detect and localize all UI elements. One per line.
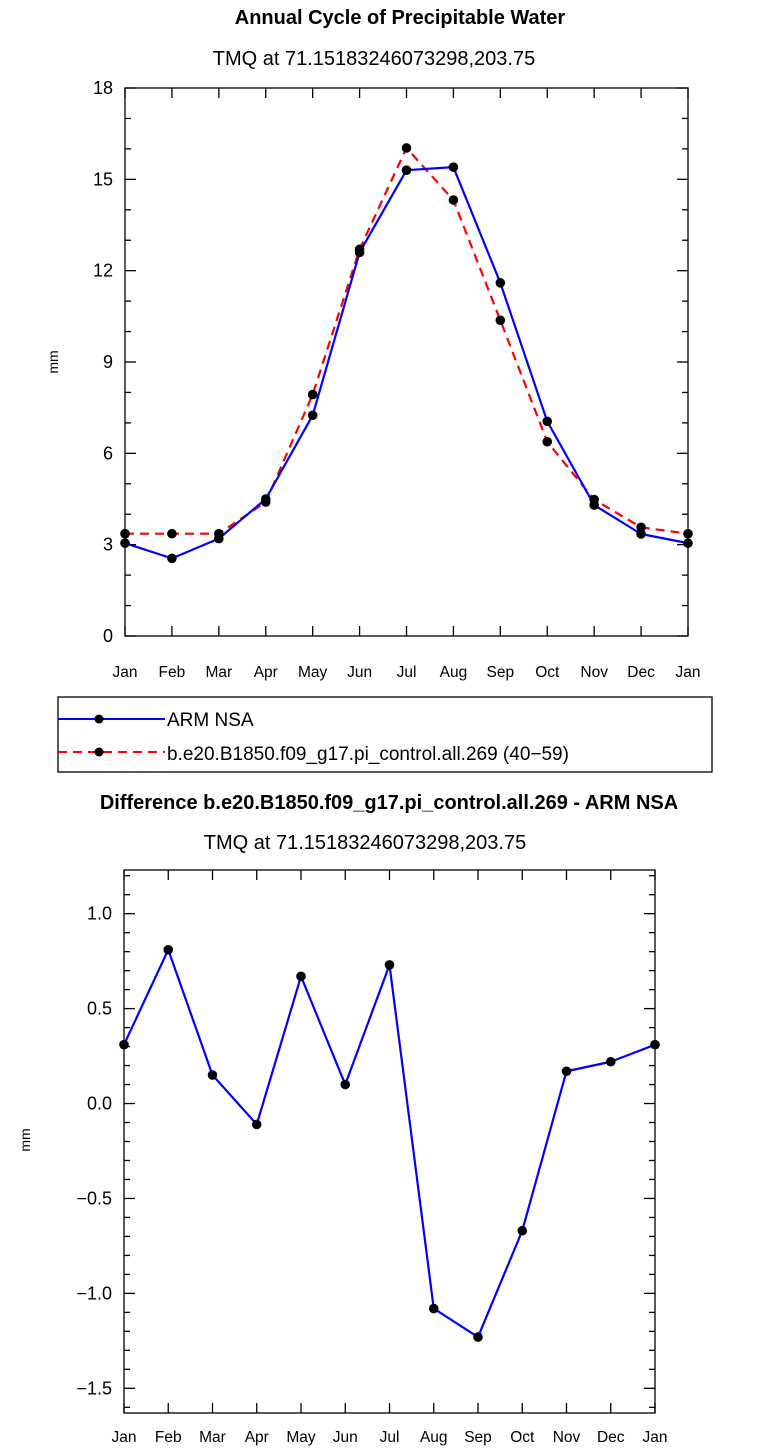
chart1-title: Annual Cycle of Precipitable Water bbox=[235, 7, 566, 29]
chart1-series-2-point bbox=[308, 390, 318, 400]
chart2-series-1-point bbox=[208, 1070, 218, 1080]
chart2-x-tick-label: Jan bbox=[112, 1429, 137, 1446]
chart1-series-line-2 bbox=[125, 148, 688, 534]
chart1-x-tick-label: Mar bbox=[205, 664, 232, 681]
chart1-y-tick-label: 0 bbox=[103, 626, 113, 646]
chart2-series bbox=[119, 945, 660, 1342]
chart2-ticks bbox=[124, 870, 655, 1413]
legend-marker-arm-nsa bbox=[95, 715, 104, 724]
chart2-series-1-point bbox=[385, 960, 395, 970]
chart1-series-2-point bbox=[402, 143, 412, 153]
chart1-x-tick-label: Apr bbox=[254, 664, 278, 681]
chart2-series-1-point bbox=[650, 1040, 660, 1050]
chart2-x-tick-label: Jun bbox=[333, 1429, 358, 1446]
chart1-series-1-point bbox=[683, 538, 693, 548]
chart2-x-tick-label: Feb bbox=[155, 1429, 182, 1446]
figure: Annual Cycle of Precipitable Water TMQ a… bbox=[0, 0, 778, 1449]
chart1-series-2-point bbox=[449, 195, 459, 205]
chart1-legend: ARM NSA b.e20.B1850.f09_g17.pi_control.a… bbox=[58, 697, 712, 772]
chart2-ylabel: mm bbox=[17, 1128, 33, 1151]
chart1-x-tick-label: Nov bbox=[580, 664, 608, 681]
chart2-x-tick-label: Jan bbox=[643, 1429, 668, 1446]
chart2-subtitle: TMQ at 71.15183246073298,203.75 bbox=[204, 832, 526, 854]
chart2-x-tick-label: May bbox=[286, 1429, 316, 1446]
chart1-series-1-point bbox=[449, 162, 459, 172]
chart2-series-1-point bbox=[429, 1304, 439, 1314]
chart2-series-1-point bbox=[296, 972, 306, 982]
chart1-series bbox=[120, 143, 693, 563]
chart1-y-tick-label: 6 bbox=[103, 443, 113, 463]
chart2-x-tick-labels: Jan Feb Mar Apr May Jun Jul Aug Sep Oct Nov Dec Jan bbox=[112, 1429, 668, 1446]
chart1-series-1-point bbox=[542, 417, 552, 427]
chart2-title: Difference b.e20.B1850.f09_g17.pi_contro… bbox=[100, 792, 678, 814]
chart2-x-tick-label: Sep bbox=[464, 1429, 492, 1446]
chart1-y-tick-label: 15 bbox=[93, 169, 113, 189]
chart2-series-1-point bbox=[340, 1080, 350, 1090]
chart1-ylabel: mm bbox=[45, 350, 61, 373]
chart2-x-tick-label: Oct bbox=[510, 1429, 535, 1446]
chart1-x-tick-label: Oct bbox=[535, 664, 560, 681]
chart-difference: Difference b.e20.B1850.f09_g17.pi_contro… bbox=[17, 792, 678, 1446]
chart1-x-tick-labels: Jan Feb Mar Apr May Jun Jul Aug Sep Oct Nov Dec Jan bbox=[113, 664, 701, 681]
legend-label-model: b.e20.B1850.f09_g17.pi_control.all.269 (… bbox=[167, 744, 569, 765]
chart1-series-2-point bbox=[261, 497, 271, 507]
legend-label-arm-nsa: ARM NSA bbox=[167, 710, 254, 731]
chart2-y-tick-label: 0.5 bbox=[87, 999, 112, 1019]
chart2-x-tick-label: Mar bbox=[199, 1429, 226, 1446]
chart2-x-tick-label: Nov bbox=[553, 1429, 581, 1446]
chart1-y-tick-label: 3 bbox=[103, 535, 113, 555]
legend-marker-model bbox=[95, 748, 104, 757]
chart1-series-line-1 bbox=[125, 167, 688, 558]
chart2-series-1-point bbox=[252, 1120, 262, 1130]
chart1-x-tick-label: Jun bbox=[347, 664, 372, 681]
chart1-series-2-point bbox=[120, 529, 130, 539]
chart2-y-tick-label: −1.5 bbox=[76, 1378, 112, 1398]
chart1-series-2-point bbox=[636, 523, 646, 533]
chart1-series-2-point bbox=[214, 529, 224, 539]
chart1-subtitle: TMQ at 71.15183246073298,203.75 bbox=[213, 48, 535, 70]
chart1-y-tick-label: 18 bbox=[93, 78, 113, 98]
chart2-x-tick-label: Jul bbox=[380, 1429, 400, 1446]
chart2-series-1-point bbox=[473, 1332, 483, 1342]
chart2-y-tick-label: −0.5 bbox=[76, 1188, 112, 1208]
chart2-series-1-point bbox=[119, 1040, 129, 1050]
chart1-series-2-point bbox=[589, 495, 599, 505]
chart2-series-1-point bbox=[163, 945, 173, 955]
chart1-series-1-point bbox=[120, 538, 130, 548]
chart2-plot-frame bbox=[124, 870, 655, 1413]
chart1-series-2-point bbox=[355, 245, 365, 255]
chart2-series-line-1 bbox=[124, 950, 655, 1337]
chart2-series-1-point bbox=[517, 1226, 527, 1236]
chart1-y-tick-label: 9 bbox=[103, 352, 113, 372]
chart1-y-tick-labels: 0 3 6 9 12 15 18 bbox=[93, 78, 113, 646]
chart-annual-cycle: Annual Cycle of Precipitable Water TMQ a… bbox=[45, 7, 701, 681]
chart2-y-tick-label: 0.0 bbox=[87, 1094, 112, 1114]
chart1-series-1-point bbox=[167, 554, 177, 564]
chart2-x-tick-label: Apr bbox=[245, 1429, 269, 1446]
chart1-x-tick-label: Aug bbox=[440, 664, 468, 681]
chart2-y-tick-labels: −1.5 −1.0 −0.5 0.0 0.5 1.0 bbox=[76, 904, 112, 1399]
chart1-x-tick-label: Jan bbox=[676, 664, 701, 681]
chart2-y-tick-label: 1.0 bbox=[87, 904, 112, 924]
chart1-series-2-point bbox=[167, 529, 177, 539]
chart1-series-2-point bbox=[496, 315, 506, 325]
chart2-series-1-point bbox=[606, 1057, 616, 1067]
chart2-x-tick-label: Aug bbox=[420, 1429, 448, 1446]
chart1-x-tick-label: May bbox=[298, 664, 328, 681]
chart1-x-tick-label: Sep bbox=[487, 664, 515, 681]
chart1-series-1-point bbox=[402, 165, 412, 175]
chart1-x-tick-label: Dec bbox=[627, 664, 655, 681]
chart1-x-tick-label: Jul bbox=[397, 664, 417, 681]
chart2-x-tick-label: Dec bbox=[597, 1429, 625, 1446]
chart1-series-2-point bbox=[542, 437, 552, 447]
chart1-x-tick-label: Feb bbox=[159, 664, 186, 681]
chart1-y-tick-label: 12 bbox=[93, 261, 113, 281]
chart1-x-tick-label: Jan bbox=[113, 664, 138, 681]
chart1-series-2-point bbox=[683, 529, 693, 539]
chart1-series-1-point bbox=[496, 278, 506, 288]
chart2-y-tick-label: −1.0 bbox=[76, 1283, 112, 1303]
chart2-series-1-point bbox=[562, 1066, 572, 1076]
chart1-series-1-point bbox=[308, 410, 318, 420]
